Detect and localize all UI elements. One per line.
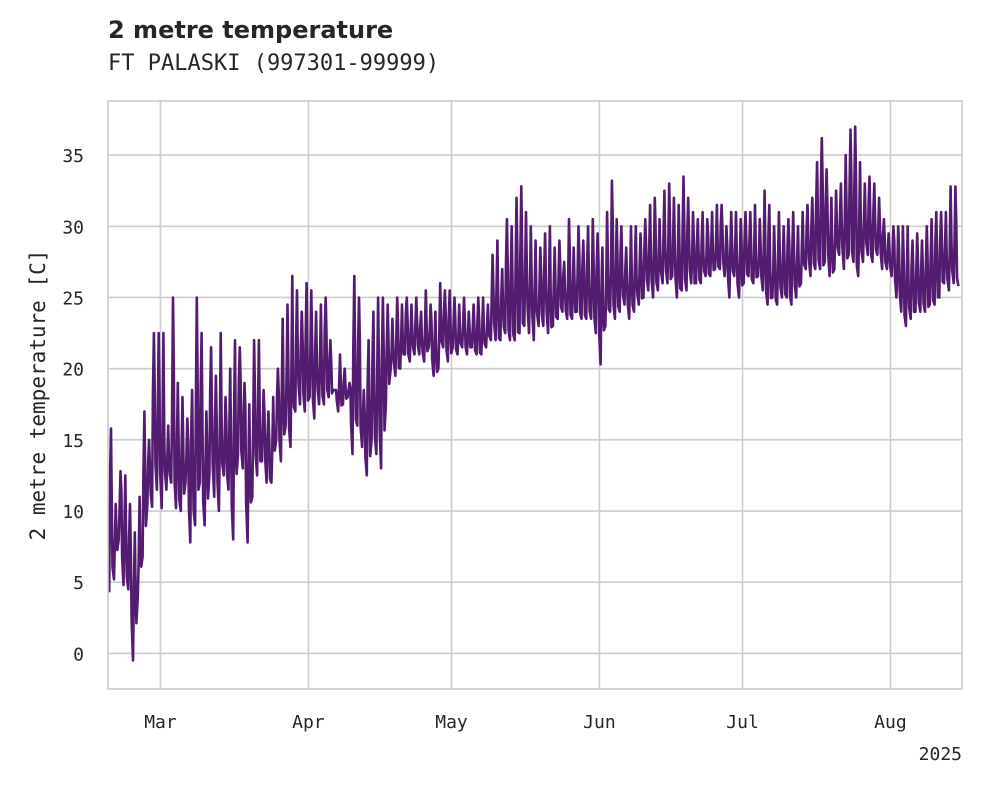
chart-subtitle: FT PALASKI (997301-99999): [108, 51, 440, 76]
plot-frame: [107, 100, 963, 690]
y-tick-label: 35: [62, 146, 84, 167]
y-axis-label: 2 metre temperature [C]: [26, 250, 50, 541]
x-tick-label: Jul: [726, 712, 759, 733]
y-tick-label: 30: [62, 217, 84, 238]
y-tick-label: 0: [73, 644, 84, 665]
year-label: 2025: [919, 744, 962, 765]
y-tick-labels: 0 5 10 15 20 25 30 35: [62, 146, 84, 665]
x-tick-labels: Mar Apr May Jun Jul Aug: [144, 712, 906, 733]
y-tick-label: 5: [73, 573, 84, 594]
x-tick-label: May: [435, 712, 468, 733]
x-tick-label: Apr: [292, 712, 325, 733]
x-tick-label: Jun: [583, 712, 616, 733]
y-tick-label: 10: [62, 502, 84, 523]
y-tick-label: 25: [62, 288, 84, 309]
series-layer: [107, 125, 960, 662]
x-tick-label: Aug: [874, 712, 907, 733]
x-tick-label: Mar: [144, 712, 177, 733]
chart-title: 2 metre temperature: [108, 16, 394, 44]
series-line-temperature: [107, 125, 960, 662]
y-tick-label: 20: [62, 360, 84, 381]
y-tick-label: 15: [62, 431, 84, 452]
